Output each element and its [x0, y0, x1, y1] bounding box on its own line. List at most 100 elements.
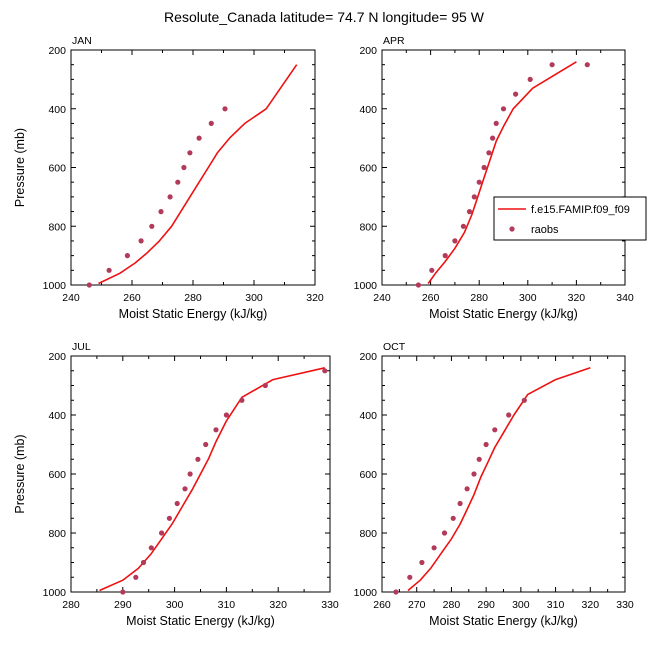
raobs-point-jan	[196, 135, 202, 141]
raobs-point-apr	[442, 253, 448, 259]
raobs-point-jul	[174, 500, 180, 507]
x-tick-label: 320	[582, 599, 600, 611]
raobs-point-jan	[181, 164, 187, 171]
raobs-point-apr	[471, 194, 477, 200]
raobs-point-jan	[167, 194, 173, 200]
model-line-jan	[98, 64, 298, 285]
raobs-point-oct	[457, 500, 463, 507]
raobs-point-jan	[222, 106, 228, 112]
raobs-point-jan	[86, 282, 92, 288]
panel-jul: JUL 280 290 300 310 320 330 200 400 600 800 1000 Moi…	[13, 341, 339, 628]
x-tick-label: 330	[321, 599, 339, 611]
raobs-point-jan	[106, 267, 112, 273]
y-axis-label-jul: Pressure (mb)	[13, 434, 27, 513]
raobs-point-jul	[148, 545, 154, 551]
model-line-apr	[427, 61, 577, 284]
raobs-point-apr	[527, 76, 533, 82]
y-tick-label: 600	[48, 163, 66, 175]
raobs-point-jan	[158, 209, 164, 215]
y-tick-label: 200	[359, 351, 377, 363]
raobs-point-jul	[262, 382, 268, 389]
y-tick-label: 1000	[43, 587, 67, 599]
raobs-point-apr	[476, 179, 482, 185]
raobs-point-jul	[223, 412, 229, 418]
x-tick-label: 330	[616, 599, 634, 611]
raobs-point-oct	[393, 589, 399, 595]
x-tick-label: 300	[519, 292, 537, 304]
raobs-point-apr	[493, 120, 499, 126]
raobs-point-jul	[140, 559, 147, 566]
x-tick-label: 260	[373, 599, 391, 611]
raobs-point-oct	[476, 456, 482, 462]
model-line-jul	[99, 367, 325, 592]
raobs-point-apr	[460, 223, 466, 229]
y-tick-label: 600	[48, 469, 66, 481]
x-tick-label: 300	[245, 292, 263, 304]
x-tick-label: 280	[184, 292, 202, 304]
raobs-point-jan	[124, 253, 130, 259]
raobs-point-jul	[239, 397, 245, 403]
x-tick-label: 280	[443, 599, 461, 611]
raobs-point-jan	[208, 120, 214, 126]
raobs-point-jul	[182, 486, 188, 492]
raobs-point-oct	[483, 441, 489, 448]
legend-box	[493, 196, 647, 241]
raobs-point-apr	[486, 150, 492, 156]
x-tick-label: 280	[470, 292, 488, 304]
x-tick-label: 310	[547, 599, 565, 611]
x-tick-label: 340	[616, 292, 634, 304]
panel-label-jan: JAN	[72, 35, 92, 47]
panel-oct: OCT 260 270 280 290 300 310 320 330 200 400 600 800 1…	[354, 341, 634, 628]
y-tick-label: 600	[359, 469, 377, 481]
x-tick-label: 260	[422, 292, 440, 304]
panel-jan: JAN 240 260 280 300 320 200 400 600 800 1000 Moist …	[13, 35, 324, 321]
panel-label-apr: APR	[383, 35, 405, 47]
figure-title: Resolute_Canada latitude= 74.7 N longitu…	[164, 9, 485, 25]
raobs-point-oct	[431, 545, 437, 551]
raobs-point-oct	[521, 397, 527, 403]
y-tick-label: 400	[359, 104, 377, 116]
raobs-point-jul	[159, 530, 165, 536]
y-tick-label: 1000	[43, 280, 67, 292]
x-axis-label-jan: Moist Static Energy (kJ/kg)	[119, 307, 268, 321]
legend-obs-marker-swatch	[509, 226, 515, 232]
legend: f.e15.FAMIP.f09_f09 raobs	[493, 196, 647, 241]
raobs-point-oct	[464, 486, 470, 492]
x-tick-label: 280	[62, 599, 80, 611]
raobs-point-apr	[584, 62, 590, 68]
x-tick-label: 300	[512, 599, 530, 611]
raobs-point-jul	[133, 574, 139, 580]
y-tick-label: 1000	[354, 280, 378, 292]
raobs-point-jul	[187, 471, 193, 477]
x-tick-label: 300	[166, 599, 184, 611]
panels: JAN 240 260 280 300 320 200 400 600 800 1000 Moist …	[13, 35, 634, 628]
x-tick-label: 270	[408, 599, 426, 611]
raobs-point-jul	[322, 368, 328, 374]
raobs-point-apr	[513, 91, 519, 97]
x-tick-label: 240	[373, 292, 391, 304]
raobs-point-jul	[166, 515, 172, 521]
model-line-oct	[407, 367, 591, 592]
y-tick-label: 600	[359, 163, 377, 175]
x-tick-label: 320	[568, 292, 586, 304]
raobs-point-apr	[549, 62, 555, 68]
y-tick-label: 200	[48, 45, 66, 57]
raobs-point-jan	[175, 179, 181, 185]
raobs-point-oct	[450, 515, 456, 521]
x-axis-label-oct: Moist Static Energy (kJ/kg)	[429, 614, 578, 628]
raobs-point-jul	[203, 441, 209, 448]
y-tick-label: 400	[359, 410, 377, 422]
x-tick-label: 310	[218, 599, 236, 611]
y-tick-label: 800	[359, 528, 377, 540]
panel-label-oct: OCT	[383, 341, 406, 353]
x-axis-label-jul: Moist Static Energy (kJ/kg)	[126, 614, 275, 628]
legend-obs-label: raobs	[531, 224, 559, 236]
y-tick-label: 400	[48, 410, 66, 422]
y-tick-label: 800	[359, 221, 377, 233]
raobs-point-oct	[471, 471, 477, 477]
raobs-point-apr	[466, 209, 473, 215]
plot-frame-jan	[70, 49, 316, 286]
legend-model-label: f.e15.FAMIP.f09_f09	[531, 204, 630, 216]
y-tick-label: 1000	[354, 587, 378, 599]
